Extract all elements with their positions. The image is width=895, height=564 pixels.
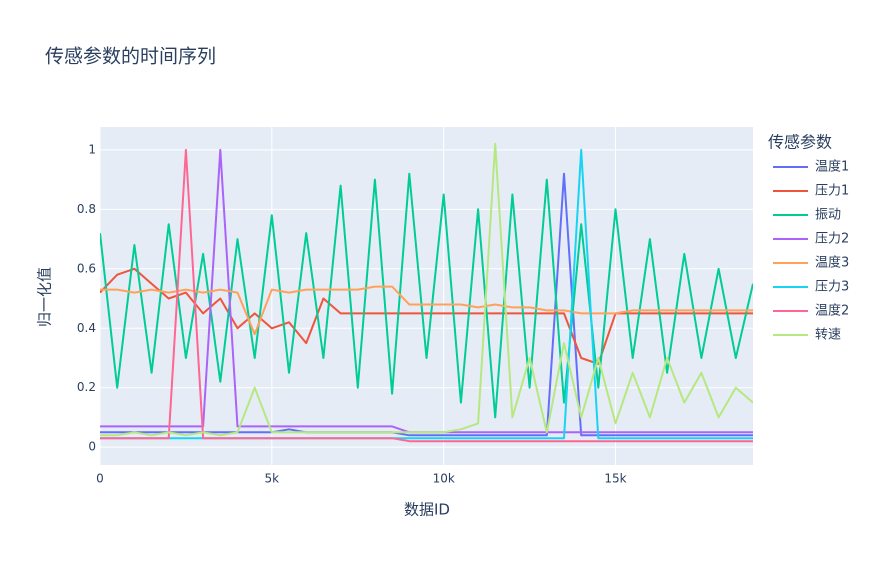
plot-area: [100, 127, 753, 465]
y-tick-label: 0.6: [77, 261, 96, 275]
chart-title: 传感参数的时间序列: [45, 46, 216, 68]
series-line: [100, 285, 753, 336]
legend-label: 温度3: [815, 255, 849, 271]
series-line: [100, 172, 753, 419]
x-tick-label: 0: [96, 472, 104, 486]
series-line: [100, 148, 753, 443]
legend-label: 压力3: [815, 280, 849, 295]
x-axis-label: 数据ID: [404, 501, 450, 519]
y-tick-label: 0.8: [77, 202, 96, 216]
x-tick-label: 10k: [433, 472, 455, 486]
legend-label: 压力2: [815, 232, 849, 247]
y-axis-label: 归一化值: [36, 267, 54, 327]
y-tick-label: 0.4: [77, 321, 96, 335]
x-tick-label: 15k: [604, 472, 626, 486]
x-tick-label: 5k: [265, 472, 280, 486]
series-line: [100, 267, 753, 365]
legend-title: 传感参数: [768, 133, 832, 152]
legend-label: 温度2: [815, 303, 849, 319]
lines: [100, 142, 753, 443]
legend-label: 振动: [815, 208, 841, 223]
y-tick-label: 0.2: [77, 380, 96, 394]
legend-label: 压力1: [815, 184, 849, 199]
legend-label: 温度1: [815, 159, 849, 175]
y-tick-label: 1: [88, 142, 96, 156]
series-line: [100, 142, 753, 437]
legend-label: 转速: [815, 328, 841, 343]
y-tick-label: 0: [88, 440, 96, 454]
